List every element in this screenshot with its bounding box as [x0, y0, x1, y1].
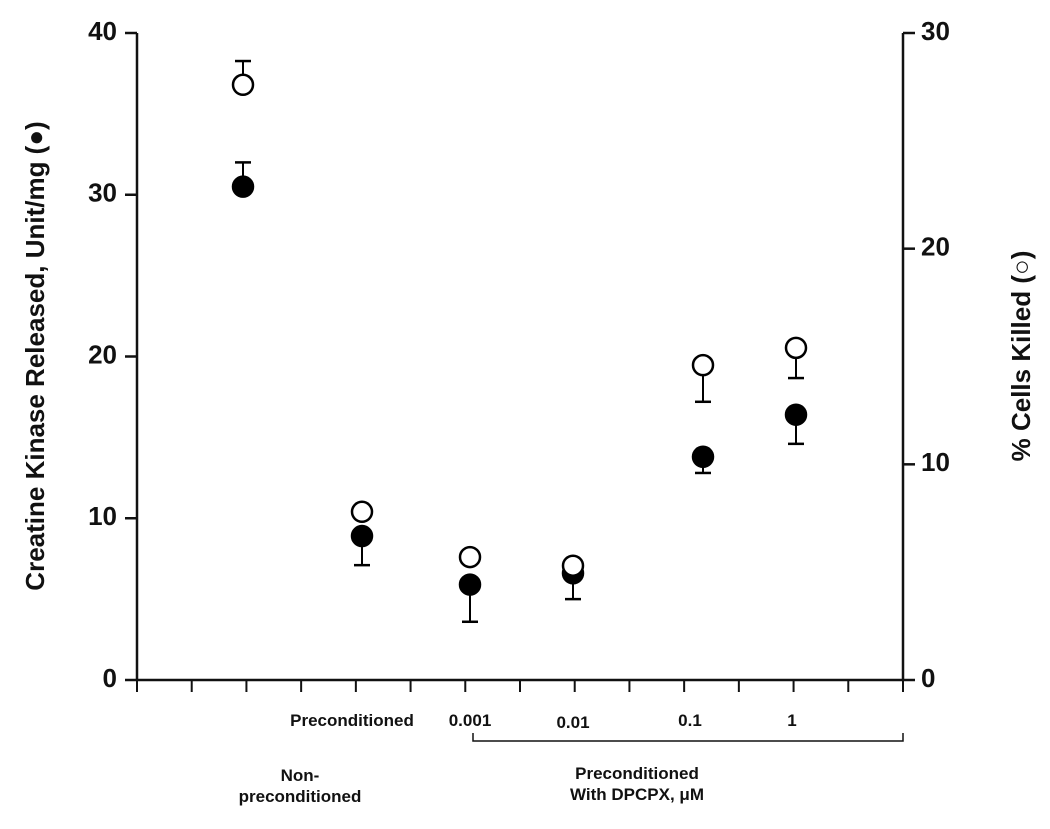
y2-tick-label: 10	[921, 447, 950, 477]
data-point	[691, 445, 715, 469]
y2-tick-label: 0	[921, 663, 935, 693]
y-tick-label: 40	[88, 16, 117, 46]
data-point	[458, 573, 482, 596]
x-tick-label: Preconditioned	[290, 711, 414, 730]
data-point	[561, 554, 585, 577]
data-point	[784, 403, 808, 426]
group-label: Preconditioned With DPCPX, μM	[570, 764, 704, 804]
y-tick-label: 20	[88, 339, 117, 369]
y-axis-label: Creatine Kinase Released, Unit/mg (●)	[20, 121, 50, 590]
data-point	[458, 545, 482, 569]
x-tick-label: 1	[787, 711, 797, 730]
x-tick-label: Non- preconditioned	[238, 766, 362, 806]
y-tick-label: 10	[88, 501, 117, 531]
x-tick-label: 0.001	[448, 711, 492, 730]
x-tick-label: 0.1	[678, 711, 702, 730]
data-point	[784, 336, 808, 360]
x-tick-label: 0.01	[556, 713, 590, 732]
data-point	[691, 353, 715, 377]
y2-tick-label: 30	[921, 16, 950, 46]
y2-axis-label: % Cells Killed (○)	[1006, 251, 1036, 462]
data-point	[231, 73, 255, 97]
y-tick-label: 30	[88, 178, 117, 208]
data-point	[350, 524, 374, 548]
data-point	[231, 175, 255, 198]
group-bracket	[472, 733, 904, 742]
y2-tick-label: 20	[921, 232, 950, 262]
y-tick-label: 0	[103, 663, 117, 693]
data-point	[350, 500, 374, 524]
